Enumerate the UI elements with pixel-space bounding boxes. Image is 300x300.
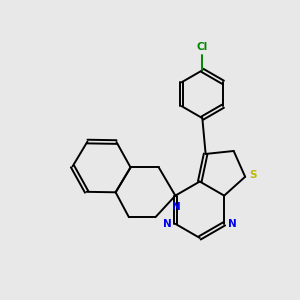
Text: N: N [163, 219, 171, 229]
Text: Cl: Cl [197, 42, 208, 52]
Text: N: N [172, 202, 180, 212]
Text: N: N [228, 219, 237, 229]
Text: S: S [250, 170, 257, 180]
